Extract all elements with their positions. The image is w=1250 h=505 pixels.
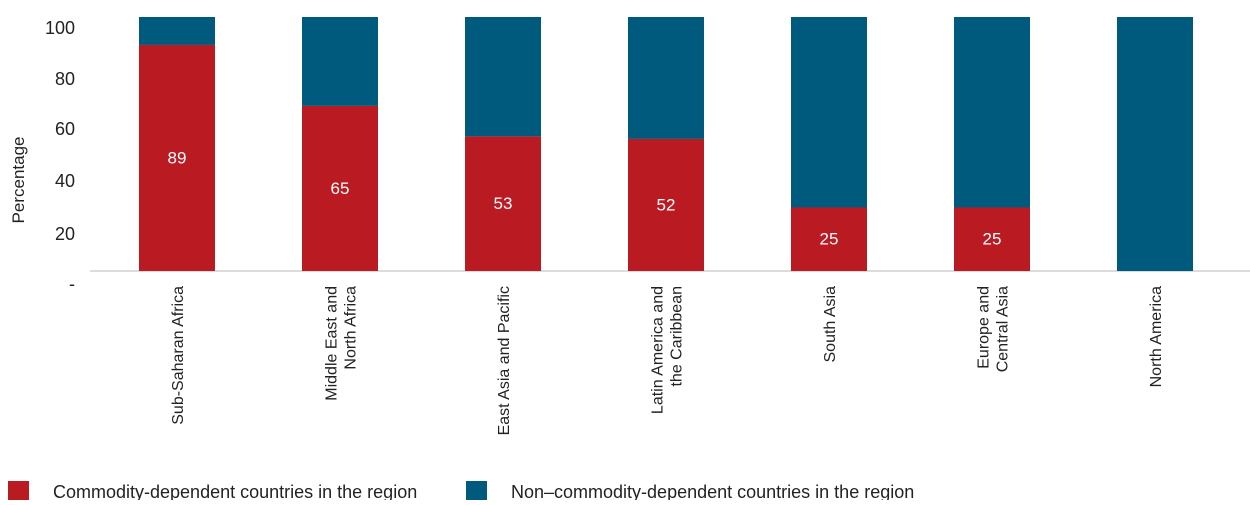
legend: Commodity-dependent countries in the reg… [8, 481, 914, 502]
bar-non-commodity [302, 17, 378, 106]
y-tick-label: 20 [55, 224, 75, 244]
bar-data-label: 25 [820, 230, 839, 249]
category-labels: Sub-Saharan Africa Middle East and North A… [170, 286, 1165, 436]
legend-item-non-commodity: Non–commodity-dependent countries in the… [466, 481, 914, 502]
bar-commodity [954, 207, 1030, 271]
bar-non-commodity [465, 17, 541, 137]
y-tick-label: 80 [55, 69, 75, 89]
category-label: North America [1148, 286, 1165, 387]
bars-group: 89 65 53 52 25 25 [139, 17, 1193, 272]
bar-non-commodity [791, 17, 867, 208]
bar-commodity [628, 138, 704, 271]
category-label: Sub-Saharan Africa [170, 286, 187, 425]
bar-non-commodity [954, 17, 1030, 208]
y-tick-label: 40 [55, 171, 75, 191]
category-label: Middle East and North Africa [324, 286, 360, 401]
bar-non-commodity [628, 17, 704, 139]
y-tick-label: 100 [45, 18, 75, 38]
y-tick-label: 60 [55, 119, 75, 139]
bar-data-label: 53 [494, 194, 513, 213]
bar-non-commodity [139, 17, 215, 45]
category-label: South Asia [822, 286, 839, 363]
bar-data-label: 89 [168, 148, 187, 167]
bar-commodity [465, 136, 541, 271]
bar-non-commodity [1117, 17, 1193, 271]
legend-label: Non–commodity-dependent countries in the… [511, 482, 914, 500]
bar-data-label: 25 [983, 230, 1002, 249]
bar-commodity [302, 105, 378, 272]
legend-item-commodity: Commodity-dependent countries in the reg… [8, 481, 417, 502]
legend-swatch [466, 481, 487, 501]
y-axis-title: Percentage [9, 137, 28, 224]
bar-commodity [139, 44, 215, 271]
y-tick-label: - [69, 274, 75, 294]
bar-data-label: 52 [657, 195, 676, 214]
category-label: Latin America and the Caribbean [650, 286, 686, 414]
legend-swatch [8, 481, 29, 501]
bar-data-label: 65 [331, 179, 350, 198]
category-label: East Asia and Pacific [496, 286, 513, 435]
bar-commodity [791, 207, 867, 271]
category-label: Europe and Central Asia [976, 286, 1012, 372]
legend-label: Commodity-dependent countries in the reg… [53, 482, 417, 500]
